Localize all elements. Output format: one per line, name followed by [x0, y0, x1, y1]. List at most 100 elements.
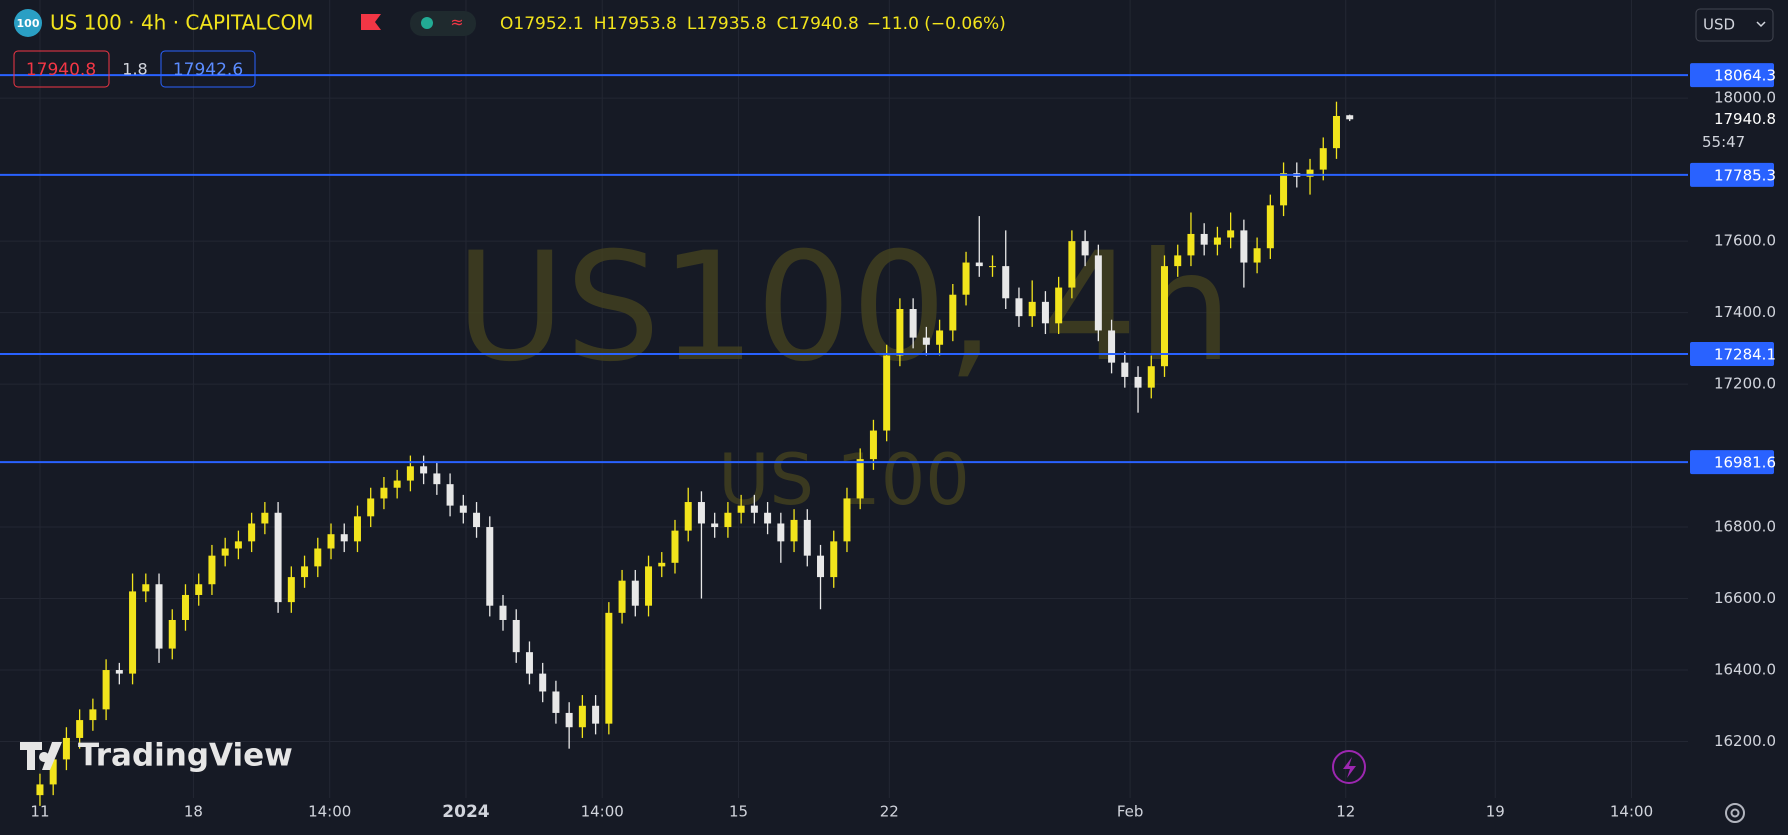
candle-body [208, 555, 216, 585]
settings-icon [1730, 808, 1740, 818]
y-tick-label: 16400.0 [1714, 661, 1776, 679]
candle-body [420, 466, 428, 474]
ohlc-value: 17935.8 [696, 14, 766, 34]
watermark-symbol: US100, 4h [455, 221, 1232, 395]
last-price: 17940.8 [1714, 110, 1776, 128]
ohlc-value: 17940.8 [788, 14, 858, 34]
candle-body [486, 527, 494, 606]
candle-body [1147, 366, 1155, 388]
candle-body [1094, 255, 1102, 331]
candle-body [750, 505, 758, 513]
candle-body [155, 584, 163, 649]
candle-body [76, 720, 84, 738]
badge-text: 100 [17, 17, 40, 30]
candle-body [830, 541, 838, 578]
candle-body [803, 519, 811, 556]
candle-body [195, 584, 203, 595]
candle-body [658, 562, 666, 567]
flag-icon[interactable] [361, 14, 381, 30]
level-label-box [1690, 63, 1774, 88]
candle-body [168, 619, 176, 649]
candle-body [433, 473, 441, 485]
level-label: 18064.3 [1714, 67, 1776, 85]
ohlc-key: H [594, 14, 607, 34]
candle-body [869, 430, 877, 460]
candle-body [473, 512, 481, 528]
candle-body [671, 530, 679, 563]
logo-text: TradingView [78, 738, 293, 774]
y-tick-label: 17600.0 [1714, 232, 1776, 250]
y-tick-label: 16600.0 [1714, 589, 1776, 607]
y-tick-label: 17400.0 [1714, 303, 1776, 321]
spread: 1.8 [122, 60, 147, 79]
ohlc-key: O [500, 14, 513, 34]
ohlc-value: 17953.8 [607, 14, 677, 34]
x-tick-label: 15 [729, 803, 748, 821]
ohlc-legend: O17952.1 H17953.8 L17935.8 C17940.8 −11.0 (−… [500, 14, 1006, 34]
bid-price[interactable]: 17940.8 [26, 60, 96, 80]
level-label-box [1690, 162, 1774, 187]
candle-body [406, 466, 414, 481]
level-label: 17785.3 [1714, 166, 1776, 184]
candle-body [62, 737, 70, 760]
level-label-box [1690, 450, 1774, 475]
candle-body [684, 502, 692, 531]
candle-body [89, 709, 97, 721]
candle-body [393, 480, 401, 488]
level-label: 16981.6 [1714, 454, 1776, 472]
candle-body [1041, 301, 1049, 324]
grid [0, 0, 1688, 798]
wave-icon: ≈ [450, 13, 463, 32]
candle-body [817, 555, 825, 578]
watermark: US100, 4h US 100 [455, 221, 1232, 521]
candle-body [777, 523, 785, 542]
dropdown-arrow [1756, 21, 1766, 28]
candle-body [843, 498, 851, 542]
candle-body [142, 584, 150, 592]
x-tick-label: 12 [1336, 803, 1355, 821]
candle-body [1174, 255, 1182, 267]
candle-body [1068, 241, 1076, 288]
candle-body [36, 784, 44, 796]
currency[interactable]: USD [1703, 16, 1735, 34]
y-tick-label: 17200.0 [1714, 375, 1776, 393]
candle-body [380, 487, 388, 499]
ask-price[interactable]: 17942.6 [173, 60, 243, 80]
candle-body [1081, 241, 1089, 256]
candle-body [936, 330, 944, 345]
candle-body [314, 548, 322, 567]
candle-body [340, 534, 348, 542]
candle-body [1213, 237, 1221, 245]
plot [0, 74, 1688, 806]
buy-button[interactable] [160, 50, 256, 88]
lightning-button[interactable] [1332, 750, 1366, 784]
candle-body [129, 591, 137, 674]
y-tick-label: 18000.0 [1714, 89, 1776, 107]
x-tick-label: 22 [880, 803, 899, 821]
candle-body [1332, 115, 1340, 149]
candle-body [909, 309, 917, 338]
sell-button[interactable] [13, 50, 110, 88]
candle-body [711, 523, 719, 528]
header: 100 US 100 · 4h · CAPITALCOM ≈ O17952.1 H… [13, 8, 1774, 823]
x-tick-label: 2024 [442, 802, 489, 822]
candle-body [1002, 266, 1010, 299]
candle-body [274, 512, 282, 603]
status-pill[interactable] [410, 11, 476, 36]
candle-body [645, 566, 653, 606]
candle-body [1160, 266, 1168, 367]
price-change: −11.0 (−0.06%) [867, 14, 1006, 34]
candle-body [301, 566, 309, 578]
candle-body [287, 577, 295, 603]
x-tick-label: 14:00 [581, 803, 624, 821]
ohlc-value: 17952.1 [513, 14, 583, 34]
candle-body [1319, 148, 1327, 170]
candle-body [353, 516, 361, 542]
settings-button[interactable] [1725, 803, 1745, 823]
currency-select[interactable] [1695, 8, 1774, 42]
candle-body [327, 534, 335, 549]
candle-body [989, 266, 997, 268]
symbol-badge [14, 9, 42, 37]
axes: 16200.0 16400.0 16600.0 16800.0 17200.0 17400… [30, 63, 1776, 822]
